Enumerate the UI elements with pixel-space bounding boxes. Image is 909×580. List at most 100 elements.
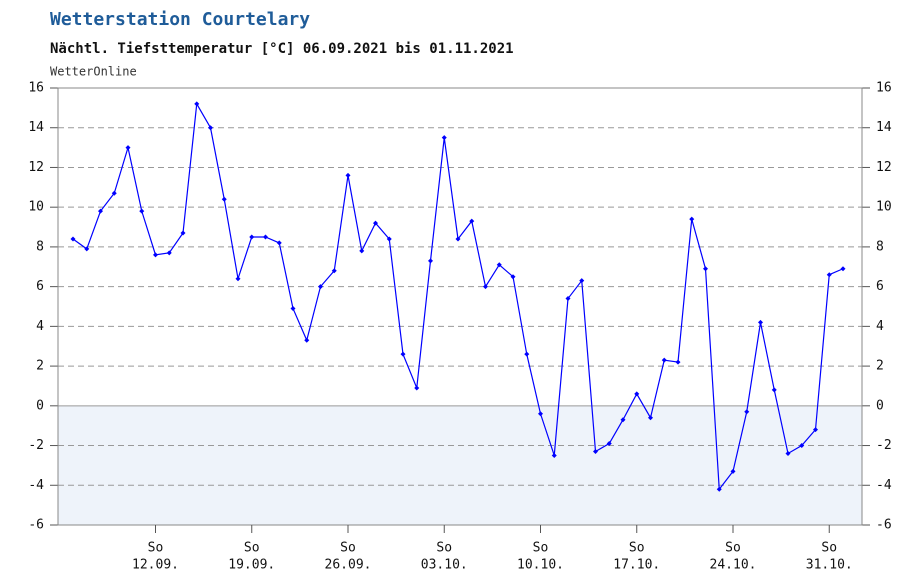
y-tick-label: 0 (36, 398, 44, 413)
data-point (840, 266, 846, 272)
x-weekday-label: So (340, 541, 356, 556)
x-weekday-label: So (629, 541, 645, 556)
data-point (469, 218, 475, 224)
data-point (579, 278, 585, 284)
below-zero-area (58, 405, 862, 525)
data-point (386, 236, 392, 242)
y-tick-label: 14 (876, 120, 892, 135)
data-point (194, 101, 200, 107)
data-point (276, 240, 282, 246)
y-tick-label: -4 (28, 478, 44, 493)
data-point (785, 450, 791, 456)
data-point (70, 236, 76, 242)
chart-subtitle: Nächtl. Tiefsttemperatur [°C] 06.09.2021… (50, 41, 514, 57)
data-point (428, 258, 433, 264)
y-tick-label: 10 (876, 200, 892, 215)
data-point (345, 172, 351, 178)
x-tick-label: 31.10. (806, 558, 853, 573)
data-point (620, 417, 626, 423)
data-point (758, 319, 763, 325)
y-tick-label: 4 (36, 319, 44, 334)
data-point (538, 411, 543, 417)
y-tick-label: 14 (28, 120, 44, 135)
y-tick-label: 12 (876, 160, 892, 175)
data-point (524, 351, 530, 357)
y-tick-label: -2 (876, 438, 892, 453)
data-point (716, 486, 722, 492)
data-point (551, 452, 557, 458)
x-weekday-label: So (244, 541, 260, 556)
data-point (510, 274, 516, 280)
data-point (703, 266, 708, 272)
data-point (826, 272, 832, 278)
data-point (139, 208, 145, 214)
data-point (675, 359, 681, 365)
y-tick-label: 4 (876, 319, 884, 334)
data-point (331, 268, 337, 274)
data-point (98, 208, 103, 214)
y-tick-label: 6 (36, 279, 44, 294)
data-point (813, 427, 818, 433)
data-point (730, 468, 736, 474)
data-point (290, 305, 296, 311)
y-tick-label: -6 (28, 518, 44, 533)
y-tick-label: 16 (28, 81, 44, 96)
x-weekday-label: So (725, 541, 741, 556)
y-tick-label: 2 (876, 359, 884, 374)
y-tick-label: 2 (36, 359, 44, 374)
data-point (744, 409, 750, 415)
data-point (634, 391, 640, 397)
data-point (125, 145, 131, 151)
x-tick-label: 03.10. (421, 558, 468, 573)
data-point (153, 252, 158, 258)
y-tick-label: 8 (876, 239, 884, 254)
data-point (565, 296, 571, 302)
data-point (84, 246, 90, 252)
x-weekday-label: So (821, 541, 837, 556)
x-tick-label: 12.09. (132, 558, 179, 573)
data-point (455, 236, 461, 242)
data-point (400, 351, 406, 357)
data-point (648, 415, 653, 421)
x-weekday-label: So (436, 541, 452, 556)
y-tick-label: 16 (876, 81, 892, 96)
data-point (606, 441, 612, 447)
data-point (249, 234, 255, 240)
data-point (263, 234, 268, 240)
data-point (180, 230, 186, 236)
data-point (359, 248, 365, 254)
data-point (771, 387, 777, 393)
data-point (304, 337, 310, 343)
data-point (496, 262, 502, 268)
x-tick-label: 17.10. (613, 558, 660, 573)
data-point (441, 135, 447, 141)
y-tick-label: -4 (876, 478, 892, 493)
x-tick-label: 24.10. (710, 558, 757, 573)
data-point (221, 196, 227, 202)
data-point (166, 250, 172, 256)
data-point (373, 220, 378, 226)
x-weekday-label: So (533, 541, 549, 556)
y-tick-label: 10 (28, 200, 44, 215)
source: WetterOnline (50, 65, 137, 79)
data-point (208, 125, 213, 131)
chart-title: Wetterstation Courtelary (50, 9, 310, 30)
data-point (318, 284, 323, 290)
x-tick-label: 19.09. (228, 558, 275, 573)
y-tick-label: 8 (36, 239, 44, 254)
x-weekday-label: So (148, 541, 164, 556)
data-point (689, 216, 695, 222)
plot-frame (57, 87, 863, 526)
y-tick-label: 6 (876, 279, 884, 294)
data-point (111, 190, 117, 196)
y-tick-label: 12 (28, 160, 44, 175)
data-point (483, 284, 488, 290)
y-tick-label: 0 (876, 398, 884, 413)
x-tick-label: 26.09. (325, 558, 372, 573)
x-tick-label: 10.10. (517, 558, 564, 573)
data-point (235, 276, 241, 282)
y-tick-label: -2 (28, 438, 44, 453)
data-point (799, 443, 805, 449)
data-point (414, 385, 420, 391)
